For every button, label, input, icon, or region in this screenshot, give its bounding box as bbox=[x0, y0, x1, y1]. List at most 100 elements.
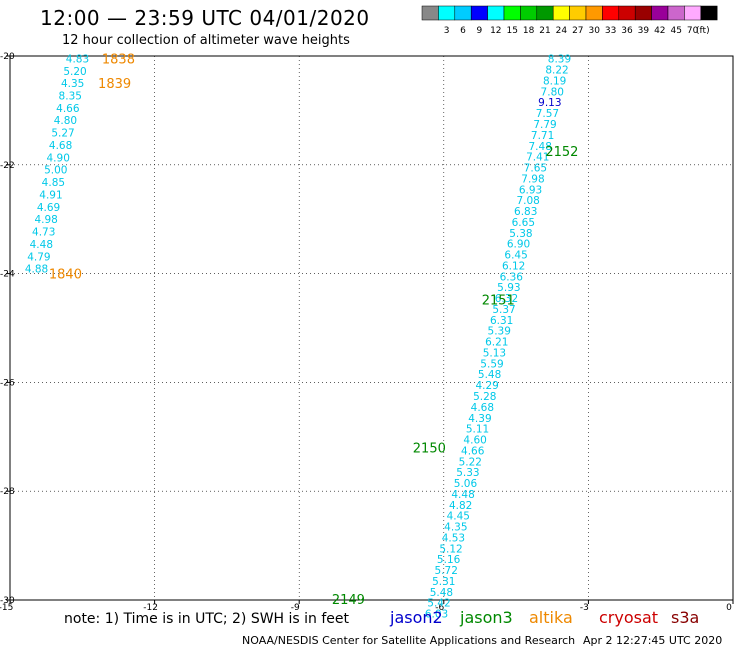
wave-height-value: 6.83 bbox=[514, 206, 537, 218]
pass-number-label: 1839 bbox=[98, 77, 131, 92]
colorbar-label: 24 bbox=[556, 26, 568, 36]
wave-height-value: 5.20 bbox=[63, 66, 86, 78]
wave-height-value: 6.03 bbox=[425, 609, 448, 621]
wave-height-value: 6.21 bbox=[485, 337, 508, 349]
wave-height-value: 4.88 bbox=[25, 264, 48, 276]
wave-height-value: 7.65 bbox=[524, 163, 547, 175]
wave-height-value: 4.39 bbox=[468, 413, 491, 425]
wave-height-value: 4.45 bbox=[447, 511, 470, 523]
colorbar-label: 15 bbox=[506, 26, 517, 36]
wave-height-value: 5.33 bbox=[456, 467, 479, 479]
colorbar-unit: (ft) bbox=[696, 26, 710, 36]
wave-height-value: 4.53 bbox=[442, 532, 465, 544]
wave-height-value: 4.69 bbox=[37, 202, 60, 214]
wave-height-value: 5.27 bbox=[51, 128, 74, 140]
wave-height-value: 4.35 bbox=[61, 78, 84, 90]
wave-height-value: 4.98 bbox=[34, 214, 57, 226]
wave-height-value: 7.41 bbox=[526, 152, 549, 164]
x-tick-label: -12 bbox=[143, 603, 158, 613]
wave-height-value: 4.60 bbox=[463, 435, 486, 447]
wave-height-value: 4.68 bbox=[471, 402, 494, 414]
wave-height-value: 7.08 bbox=[516, 195, 539, 207]
y-tick-label: -20 bbox=[0, 52, 15, 62]
y-tick-label: -28 bbox=[0, 487, 15, 497]
wave-height-value: 4.90 bbox=[47, 153, 70, 165]
wave-height-value: 4.82 bbox=[449, 500, 472, 512]
colorbar-label: 18 bbox=[523, 26, 535, 36]
colorbar-label: 21 bbox=[539, 26, 550, 36]
wave-height-value: 5.48 bbox=[430, 587, 453, 599]
wave-height-value: 5.59 bbox=[480, 358, 503, 370]
y-tick-label: -30 bbox=[0, 596, 15, 606]
wave-height-value: 7.71 bbox=[531, 130, 554, 142]
wave-height-value: 4.83 bbox=[66, 54, 89, 66]
colorbar-label: 3 bbox=[444, 26, 450, 36]
colorbar-label: 33 bbox=[605, 26, 616, 36]
wave-height-value: 4.66 bbox=[56, 103, 80, 115]
wave-height-value: 7.79 bbox=[533, 119, 556, 131]
footer-timestamp: Apr 2 12:27:45 UTC 2020 bbox=[583, 634, 723, 647]
wave-height-value: 5.11 bbox=[466, 424, 489, 436]
wave-height-value: 7.57 bbox=[536, 108, 559, 120]
wave-height-value: 5.38 bbox=[509, 228, 532, 240]
wave-height-value: 5.42 bbox=[427, 598, 450, 610]
colorbar-label: 27 bbox=[572, 26, 583, 36]
pass-number-label: 2151 bbox=[482, 294, 515, 309]
wave-height-value: 6.12 bbox=[502, 260, 525, 272]
wave-height-value: 4.73 bbox=[32, 227, 55, 239]
colorbar-label: 12 bbox=[490, 26, 501, 36]
wave-height-value: 8.39 bbox=[548, 54, 571, 66]
wave-height-value: 4.35 bbox=[444, 522, 467, 534]
colorbar-label: 36 bbox=[621, 26, 633, 36]
wave-height-value: 5.00 bbox=[44, 165, 67, 177]
wave-height-value: 4.85 bbox=[42, 177, 65, 189]
wave-height-value: 5.12 bbox=[439, 543, 462, 555]
colorbar-swatch bbox=[700, 5, 718, 21]
pass-number-label: 1840 bbox=[49, 268, 82, 283]
wave-height-value: 6.32 bbox=[495, 293, 518, 305]
y-tick-label: -22 bbox=[0, 161, 15, 171]
wave-height-value: 5.16 bbox=[437, 554, 461, 566]
x-tick-label: -6 bbox=[435, 603, 444, 613]
wave-height-value: 6.31 bbox=[490, 315, 513, 327]
wave-height-value: 5.22 bbox=[459, 456, 482, 468]
wave-height-value: 6.93 bbox=[519, 184, 542, 196]
wave-height-value: 4.68 bbox=[49, 140, 72, 152]
colorbar: 3 6 9 12 15 18 21 24 27 30 33 36 39 42 45 70(ft) bbox=[421, 5, 718, 36]
wave-height-value: 5.37 bbox=[492, 304, 515, 316]
chart-subtitle: 12 hour collection of altimeter wave hei… bbox=[62, 33, 350, 48]
wave-height-value: 6.45 bbox=[504, 250, 527, 262]
y-tick-label: -24 bbox=[0, 270, 15, 280]
note-text: note: 1) Time is in UTC; 2) SWH is in fe… bbox=[64, 611, 350, 627]
wave-height-value: 4.91 bbox=[39, 190, 62, 202]
wave-height-value: 6.90 bbox=[507, 239, 530, 251]
x-tick-label: 0 bbox=[726, 603, 732, 613]
plot-frame bbox=[9, 55, 734, 601]
satellite-legend-s3a: s3a bbox=[671, 608, 700, 627]
wave-height-value: 5.39 bbox=[488, 326, 511, 338]
satellite-legend-altika: altika bbox=[529, 608, 573, 627]
wave-height-value: 8.22 bbox=[545, 65, 568, 77]
x-tick-label: -9 bbox=[291, 603, 300, 613]
wave-height-value: 5.31 bbox=[432, 576, 455, 588]
chart-title: 12:00 — 23:59 UTC 04/01/2020 bbox=[40, 6, 370, 30]
wave-height-value: 7.80 bbox=[541, 86, 564, 98]
wave-height-value: 9.13 bbox=[538, 97, 561, 109]
satellite-legend-jason2: jason2 bbox=[390, 608, 443, 627]
colorbar-label: 6 bbox=[460, 26, 466, 36]
wave-height-value: 4.79 bbox=[27, 252, 50, 264]
wave-height-value: 5.72 bbox=[435, 565, 458, 577]
wave-height-value: 5.48 bbox=[478, 369, 501, 381]
pass-number-label: 2149 bbox=[332, 593, 365, 608]
wave-height-value: 7.48 bbox=[529, 141, 552, 153]
satellite-legend-cryosat: cryosat bbox=[599, 608, 659, 627]
wave-height-value: 4.66 bbox=[461, 445, 485, 457]
pass-number-label: 2152 bbox=[545, 145, 578, 160]
colorbar-label: 45 bbox=[670, 26, 681, 36]
x-tick-label: -3 bbox=[580, 603, 589, 613]
colorbar-label: 70 bbox=[687, 26, 699, 36]
wave-height-value: 5.13 bbox=[483, 347, 506, 359]
y-tick-label: -26 bbox=[0, 378, 15, 388]
pass-number-label: 1838 bbox=[102, 53, 135, 68]
